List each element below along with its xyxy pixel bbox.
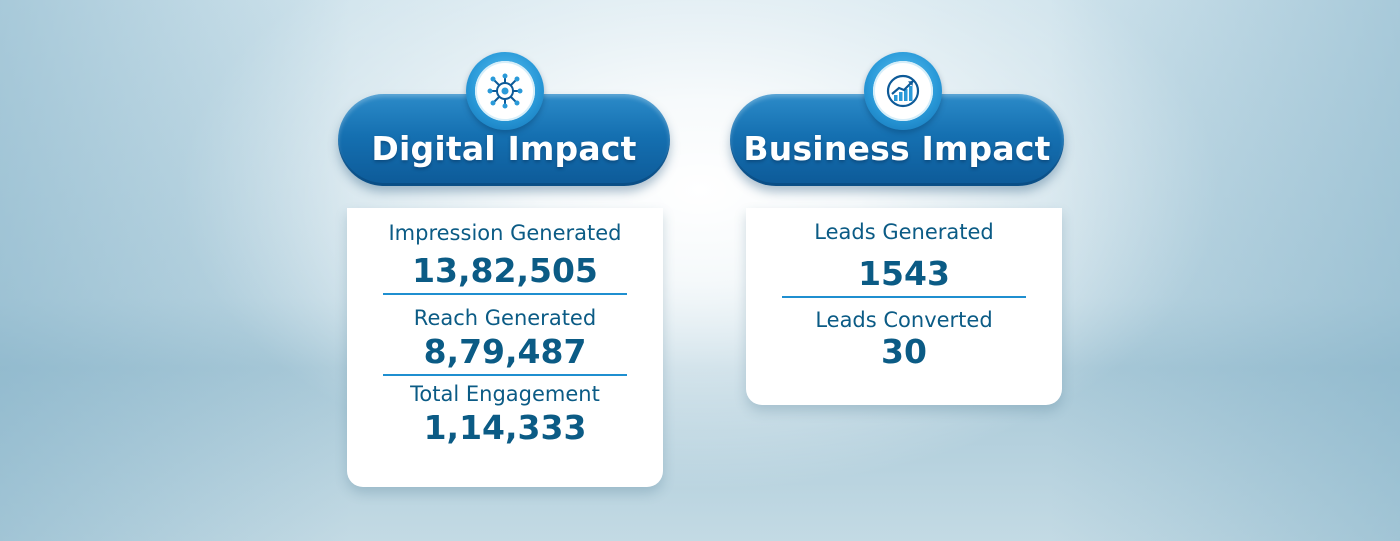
metric-value: 8,79,487	[423, 332, 587, 371]
metric-label: Impression Generated	[388, 221, 622, 245]
digital-impact-card: Impression Generated 13,82,505 Reach Gen…	[347, 208, 663, 487]
metric-value: 13,82,505	[412, 251, 598, 290]
metric-value: 1,14,333	[423, 408, 587, 447]
divider	[383, 374, 627, 376]
metric-value: 30	[881, 332, 927, 371]
metric-value: 1543	[858, 254, 950, 293]
business-impact-card: Leads Generated 1543 Leads Converted 30	[746, 208, 1062, 405]
digital-impact-badge	[466, 52, 544, 130]
growth-chart-icon	[886, 74, 920, 108]
metric-reach-generated: Reach Generated 8,79,487	[347, 306, 663, 372]
divider	[383, 293, 627, 295]
metric-label: Total Engagement	[410, 382, 600, 406]
digital-impact-title: Digital Impact	[371, 129, 637, 168]
metric-total-engagement: Total Engagement 1,14,333	[347, 382, 663, 448]
metric-label: Leads Converted	[815, 308, 993, 332]
network-icon	[487, 73, 523, 109]
business-impact-title: Business Impact	[743, 129, 1051, 168]
business-impact-badge	[864, 52, 942, 130]
metric-leads-converted: Leads Converted 30	[746, 308, 1062, 372]
metric-leads-generated: Leads Generated 1543	[746, 220, 1062, 294]
metric-label: Reach Generated	[413, 306, 597, 330]
divider	[782, 296, 1026, 298]
metric-label: Leads Generated	[814, 220, 994, 244]
metric-impression-generated: Impression Generated 13,82,505	[347, 221, 663, 291]
